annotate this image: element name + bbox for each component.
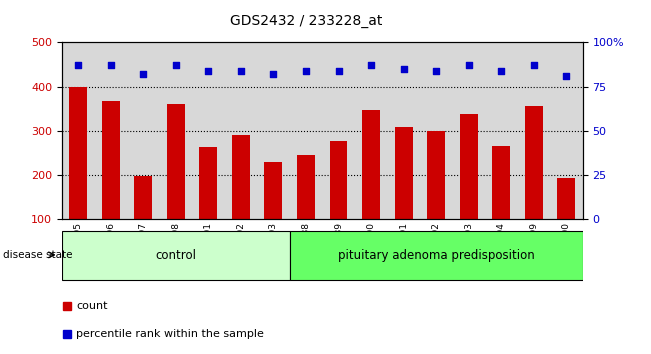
Point <box>333 68 344 74</box>
Text: pituitary adenoma predisposition: pituitary adenoma predisposition <box>338 249 534 262</box>
Point <box>203 68 214 74</box>
Point <box>105 63 116 68</box>
Bar <box>134 176 152 219</box>
Point <box>561 73 572 79</box>
Point <box>464 63 474 68</box>
Bar <box>167 104 185 219</box>
Bar <box>199 147 217 219</box>
Bar <box>69 87 87 219</box>
Point <box>398 66 409 72</box>
Bar <box>290 230 583 280</box>
Bar <box>395 127 413 219</box>
Text: control: control <box>156 249 196 262</box>
Bar <box>557 178 575 219</box>
Point <box>73 63 83 68</box>
Bar <box>264 162 283 219</box>
Bar <box>232 135 250 219</box>
Bar <box>427 131 445 219</box>
Text: percentile rank within the sample: percentile rank within the sample <box>76 329 264 339</box>
Point <box>431 68 441 74</box>
Bar <box>525 106 543 219</box>
Point <box>366 63 376 68</box>
Point <box>171 63 181 68</box>
Point <box>529 63 539 68</box>
Text: count: count <box>76 301 107 311</box>
Text: GDS2432 / 233228_at: GDS2432 / 233228_at <box>230 14 382 28</box>
Bar <box>492 145 510 219</box>
Text: disease state: disease state <box>3 250 73 260</box>
Point <box>236 68 246 74</box>
Bar <box>362 110 380 219</box>
Bar <box>460 114 478 219</box>
Bar <box>297 155 315 219</box>
Bar <box>329 141 348 219</box>
Point <box>138 72 148 77</box>
Bar <box>102 101 120 219</box>
Bar <box>62 230 290 280</box>
Point <box>301 68 311 74</box>
Point <box>496 68 506 74</box>
Point <box>268 72 279 77</box>
